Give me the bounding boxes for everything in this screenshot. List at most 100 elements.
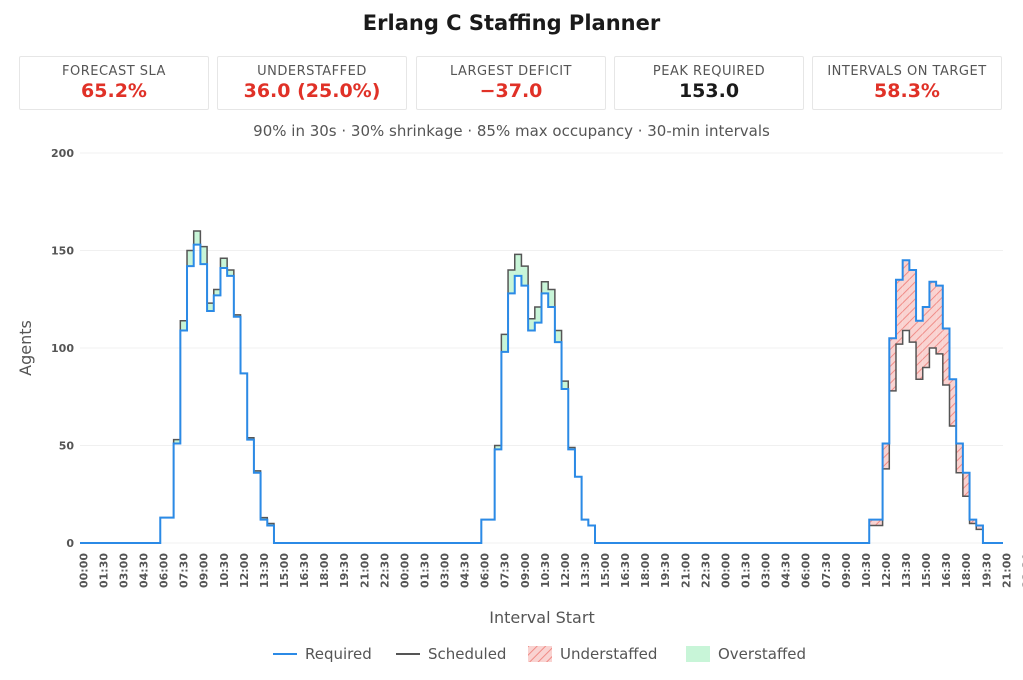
legend-label: Understaffed [560, 645, 658, 663]
overstaffed-gap [193, 231, 201, 245]
x-tick-label: 21:00 [1000, 553, 1013, 588]
understaffed-gap [936, 285, 943, 354]
legend: Required Scheduled Understaffed Overstaf… [0, 642, 1023, 666]
understaffed-gap [902, 260, 910, 331]
x-tick-label: 06:00 [800, 553, 813, 588]
kpi-value: 153.0 [678, 80, 740, 102]
overstaffed-gap [494, 445, 502, 450]
legend-label: Required [305, 645, 372, 663]
x-tick-label: 16:30 [619, 553, 632, 588]
overstaffed-gap [528, 318, 535, 331]
understaffed-gap [929, 281, 937, 348]
understaffed-gap [922, 307, 930, 368]
kpi-value: −37.0 [479, 80, 543, 102]
x-tick-label: 18:00 [639, 553, 652, 588]
legend-item-understaffed[interactable]: Understaffed [528, 642, 657, 666]
grid [80, 152, 1003, 544]
x-tick-label: 13:30 [900, 553, 913, 588]
understaffed-gap [962, 472, 970, 497]
x-tick-label: 03:00 [439, 553, 452, 588]
overstaffed-gap [200, 246, 208, 265]
legend-label: Scheduled [428, 645, 507, 663]
x-tick-label: 06:00 [479, 553, 492, 588]
kpi-largest-deficit: LARGEST DEFICIT −37.0 [416, 56, 606, 110]
kpi-peak-required: PEAK REQUIRED 153.0 [614, 56, 804, 110]
x-tick-label: 19:30 [659, 553, 672, 588]
understaffed-gap [976, 525, 983, 530]
x-tick-label: 07:30 [820, 553, 833, 588]
kpi-value: 65.2% [81, 80, 147, 102]
x-tick-label: 01:30 [739, 553, 752, 588]
overstaffed-gap [548, 289, 555, 308]
understaffed-gap [949, 379, 957, 426]
understaffed-gap [869, 519, 876, 526]
y-tick-label: 50 [59, 440, 75, 453]
kpi-label: LARGEST DEFICIT [450, 64, 572, 79]
x-tick-label: 04:30 [138, 553, 151, 588]
x-tick-label: 00:00 [398, 553, 411, 588]
x-tick-label: 13:30 [579, 553, 592, 588]
x-tick-label: 09:00 [519, 553, 532, 588]
required-line [80, 243, 1003, 544]
x-tick-label: 01:30 [418, 553, 431, 588]
x-tick-label: 00:00 [719, 553, 732, 588]
kpi-value: 58.3% [874, 80, 940, 102]
overstaffed-gap [501, 334, 509, 352]
overstaffed-gap [521, 266, 529, 286]
kpi-value: 36.0 (25.0%) [243, 80, 381, 102]
overstaffed-gap [180, 320, 188, 331]
x-tick-label: 15:00 [920, 553, 933, 588]
understaffed-gap [956, 443, 963, 473]
understaffed-gap [909, 270, 917, 343]
kpi-label: FORECAST SLA [62, 64, 166, 79]
x-tick-label: 16:30 [298, 553, 311, 588]
understaffed-gap [969, 519, 977, 524]
x-tick-label: 22:30 [378, 553, 391, 588]
x-tick-label: 12:00 [559, 553, 572, 588]
x-tick-label: 10:30 [218, 553, 231, 588]
overstaffed-gap [508, 270, 515, 294]
x-tick-label: 07:30 [178, 553, 191, 588]
x-axis-label: Interval Start [489, 608, 594, 627]
kpi-understaffed: UNDERSTAFFED 36.0 (25.0%) [217, 56, 407, 110]
x-tick-label: 19:30 [980, 553, 993, 588]
x-tick-label: 03:00 [117, 553, 130, 588]
overstaffed-gap [173, 439, 181, 444]
legend-item-required[interactable]: Required [273, 642, 372, 666]
y-axis-label: Agents [16, 320, 35, 376]
kpi-label: PEAK REQUIRED [652, 64, 766, 79]
overstaffed-gap [227, 270, 234, 276]
x-tick-label: 10:30 [539, 553, 552, 588]
x-tick-label: 12:00 [880, 553, 893, 588]
x-tick-label: 09:00 [840, 553, 853, 588]
kpi-row: FORECAST SLA 65.2% UNDERSTAFFED 36.0 (25… [19, 56, 1003, 111]
understaffed-gap [942, 328, 950, 386]
x-tick-label: 22:30 [1020, 553, 1023, 588]
x-tick-label: 18:00 [318, 553, 331, 588]
staffing-chart: 0 50 100 150 200 00:00 01:30 03:00 04:30 06:00 07:… [16, 147, 1023, 627]
legend-item-overstaffed[interactable]: Overstaffed [686, 642, 806, 666]
x-tick-label: 16:30 [940, 553, 953, 588]
kpi-intervals-on-target: INTERVALS ON TARGET 58.3% [812, 56, 1002, 110]
overstaffed-gap [541, 281, 549, 294]
kpi-label: INTERVALS ON TARGET [827, 64, 987, 79]
overstaffed-gap [220, 258, 228, 269]
understaffed-gap [916, 320, 923, 380]
kpi-forecast-sla: FORECAST SLA 65.2% [19, 56, 209, 110]
x-tick-label: 21:00 [679, 553, 692, 588]
scheduled-line-swatch [396, 653, 420, 655]
kpi-label: UNDERSTAFFED [257, 64, 367, 79]
understaffed-gap [889, 338, 896, 391]
x-tick-label: 22:30 [699, 553, 712, 588]
legend-item-scheduled[interactable]: Scheduled [396, 642, 506, 666]
overstaffed-gap [207, 303, 214, 311]
x-tick-label: 19:30 [338, 553, 351, 588]
x-tick-label: 07:30 [499, 553, 512, 588]
x-tick-label: 13:30 [258, 553, 271, 588]
overstaffed-gap [561, 381, 569, 389]
page-title: Erlang C Staffing Planner [362, 11, 661, 35]
x-tick-label: 15:00 [278, 553, 291, 588]
x-tick-label: 04:30 [780, 553, 793, 588]
x-tick-label: 04:30 [459, 553, 472, 588]
legend-label: Overstaffed [718, 645, 807, 663]
